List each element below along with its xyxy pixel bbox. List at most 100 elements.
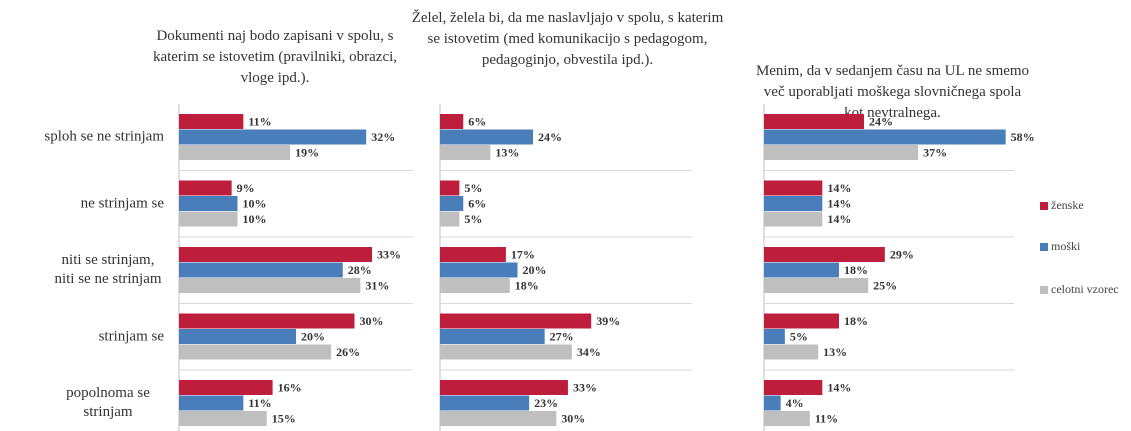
bar — [440, 262, 518, 278]
bar — [764, 395, 781, 411]
legend-swatch — [1040, 286, 1048, 294]
bar — [179, 262, 343, 278]
value-label: 29% — [890, 248, 914, 262]
bar — [764, 380, 823, 395]
bar — [440, 411, 557, 426]
value-label: 39% — [596, 314, 620, 328]
bar — [179, 395, 244, 411]
bar — [179, 211, 238, 227]
value-label: 11% — [815, 412, 838, 426]
value-label: 18% — [844, 263, 868, 277]
legend-label: celotni vzorec — [1051, 282, 1119, 296]
bar — [764, 114, 864, 129]
value-label: 16% — [278, 381, 302, 395]
bar — [440, 329, 545, 344]
bar — [440, 145, 491, 160]
bar — [440, 196, 464, 211]
value-label: 18% — [844, 314, 868, 328]
legend-label: moški — [1051, 239, 1081, 253]
value-label: 10% — [243, 197, 267, 211]
value-label: 24% — [869, 115, 893, 129]
value-label: 6% — [468, 115, 486, 129]
bar — [440, 211, 460, 227]
bar — [764, 411, 810, 426]
bar — [440, 313, 592, 329]
bar — [440, 278, 510, 293]
value-label: 33% — [573, 381, 597, 395]
category-label: strinjam se — [98, 328, 164, 344]
category-label: ne strinjam se — [80, 195, 164, 211]
value-label: 58% — [1011, 130, 1035, 144]
value-label: 14% — [827, 212, 851, 226]
bar — [764, 211, 823, 227]
value-label: 26% — [336, 345, 360, 359]
value-label: 11% — [248, 115, 271, 129]
bar — [179, 196, 238, 211]
chart-title: Menim, da v sedanjem času na UL ne smemo… — [755, 63, 1030, 121]
bar — [764, 145, 919, 160]
bar — [179, 411, 267, 426]
value-label: 20% — [523, 263, 547, 277]
value-label: 20% — [301, 330, 325, 344]
bar — [179, 247, 373, 262]
bar — [764, 180, 823, 196]
bar — [440, 247, 506, 262]
legend-swatch — [1040, 202, 1048, 210]
value-label: 32% — [371, 130, 395, 144]
bar — [764, 278, 869, 293]
bar — [440, 129, 534, 145]
bar — [179, 313, 355, 329]
chart-title: Želel, želela bi, da me naslavljajo v sp… — [411, 10, 724, 68]
bar — [764, 247, 885, 262]
value-label: 27% — [550, 330, 574, 344]
value-label: 6% — [468, 197, 486, 211]
category-label: sploh se ne strinjam — [44, 128, 164, 145]
value-label: 15% — [272, 412, 296, 426]
legend-label: ženske — [1051, 198, 1084, 212]
value-label: 5% — [790, 330, 808, 344]
category-label: popolnoma se strinjam — [66, 385, 150, 420]
bar — [179, 180, 232, 196]
value-label: 14% — [827, 197, 851, 211]
bar — [179, 278, 361, 293]
value-label: 10% — [243, 212, 267, 226]
bar — [179, 329, 296, 344]
value-label: 9% — [237, 181, 255, 195]
value-label: 14% — [827, 181, 851, 195]
bar — [440, 395, 530, 411]
legend-swatch — [1040, 243, 1048, 251]
bar — [764, 196, 823, 211]
bar — [440, 344, 572, 360]
value-label: 5% — [464, 212, 482, 226]
bar — [179, 129, 367, 145]
value-label: 30% — [561, 412, 585, 426]
bar — [179, 114, 244, 129]
value-label: 24% — [538, 130, 562, 144]
value-label: 5% — [464, 181, 482, 195]
value-label: 18% — [515, 279, 539, 293]
bar — [764, 262, 839, 278]
value-label: 37% — [923, 146, 947, 160]
bar — [764, 129, 1006, 145]
bar — [179, 380, 273, 395]
value-label: 4% — [786, 396, 804, 410]
bar — [179, 145, 291, 160]
bar — [440, 380, 568, 395]
bar — [764, 329, 785, 344]
bar — [440, 114, 464, 129]
value-label: 13% — [823, 345, 847, 359]
bar — [764, 313, 839, 329]
bar — [440, 180, 460, 196]
value-label: 34% — [577, 345, 601, 359]
bar — [764, 344, 819, 360]
category-label: niti se strinjam, niti se ne strinjam — [54, 252, 162, 287]
value-label: 31% — [365, 279, 389, 293]
value-label: 13% — [495, 146, 519, 160]
value-label: 25% — [873, 279, 897, 293]
value-label: 17% — [511, 248, 535, 262]
value-label: 19% — [295, 146, 319, 160]
value-label: 14% — [827, 381, 851, 395]
bar — [179, 344, 332, 360]
